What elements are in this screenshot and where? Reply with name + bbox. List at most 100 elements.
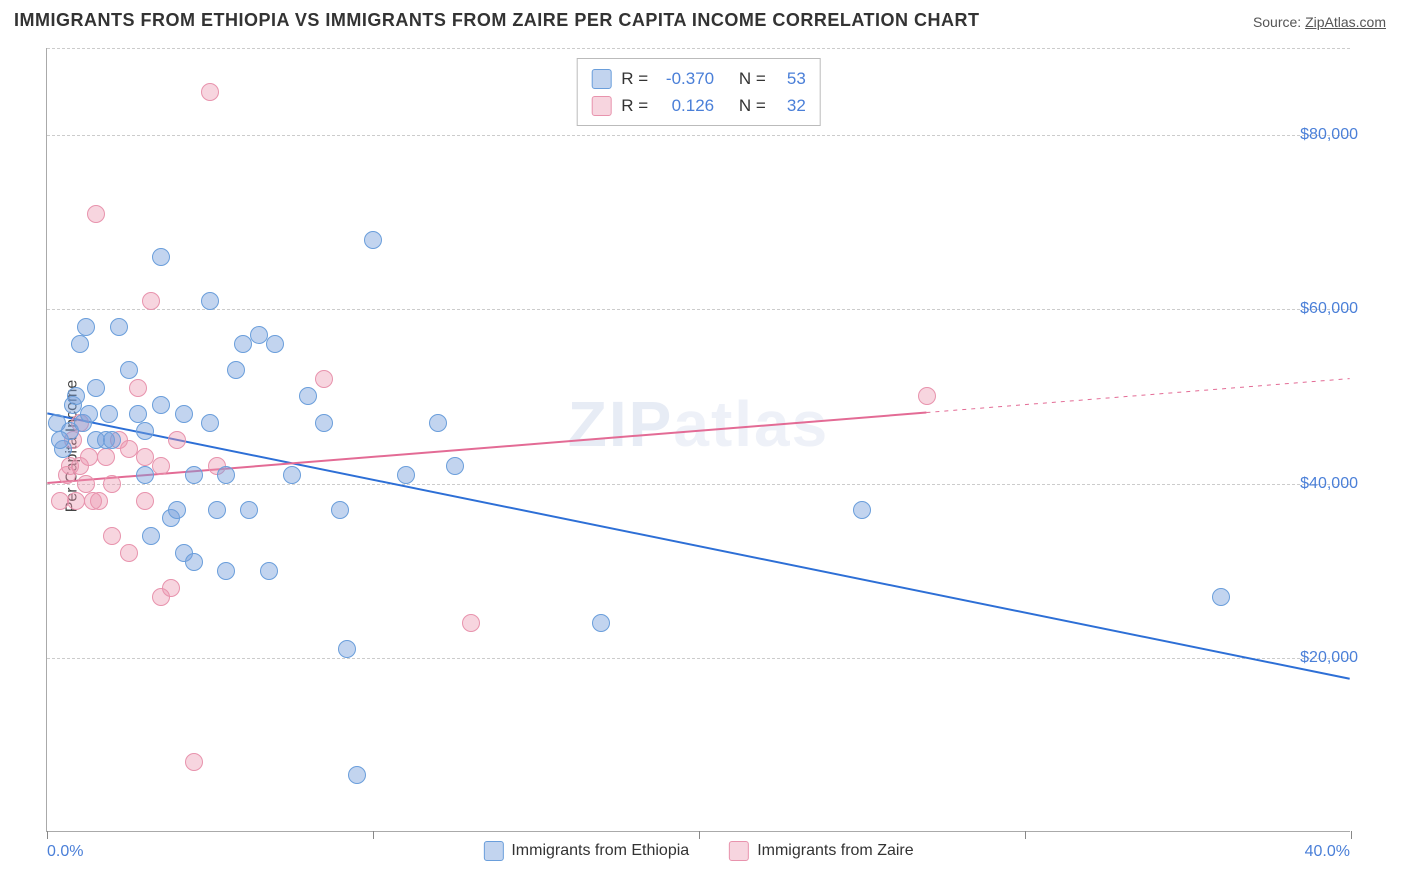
regression-line: [47, 413, 1349, 678]
point-ethiopia: [201, 414, 219, 432]
source-attribution: Source: ZipAtlas.com: [1253, 14, 1386, 30]
chart-title: IMMIGRANTS FROM ETHIOPIA VS IMMIGRANTS F…: [14, 10, 979, 31]
point-ethiopia: [185, 466, 203, 484]
point-zaire: [918, 387, 936, 405]
point-ethiopia: [77, 318, 95, 336]
point-ethiopia: [1212, 588, 1230, 606]
point-ethiopia: [152, 396, 170, 414]
point-zaire: [103, 527, 121, 545]
point-ethiopia: [283, 466, 301, 484]
point-zaire: [136, 448, 154, 466]
point-ethiopia: [853, 501, 871, 519]
point-ethiopia: [80, 405, 98, 423]
stats-legend-box: R = -0.370 N = 53 R = 0.126 N = 32: [576, 58, 821, 126]
point-ethiopia: [250, 326, 268, 344]
point-ethiopia: [142, 527, 160, 545]
point-zaire: [120, 544, 138, 562]
point-zaire: [51, 492, 69, 510]
stats-row-ethiopia: R = -0.370 N = 53: [591, 65, 806, 92]
point-ethiopia: [299, 387, 317, 405]
point-zaire: [162, 579, 180, 597]
stats-n-prefix: N =: [739, 65, 766, 92]
point-zaire: [103, 475, 121, 493]
stats-n-zaire: 32: [776, 92, 806, 119]
point-zaire: [185, 753, 203, 771]
point-ethiopia: [136, 466, 154, 484]
xtick-label-left: 0.0%: [47, 843, 83, 861]
point-ethiopia: [51, 431, 69, 449]
regression-lines-layer: [47, 48, 1350, 831]
point-zaire: [97, 448, 115, 466]
point-zaire: [315, 370, 333, 388]
point-ethiopia: [266, 335, 284, 353]
point-ethiopia: [87, 379, 105, 397]
point-ethiopia: [67, 387, 85, 405]
point-ethiopia: [152, 248, 170, 266]
point-ethiopia: [217, 466, 235, 484]
stats-r-prefix: R =: [621, 65, 648, 92]
point-ethiopia: [201, 292, 219, 310]
point-ethiopia: [592, 614, 610, 632]
point-ethiopia: [364, 231, 382, 249]
swatch-ethiopia: [591, 69, 611, 89]
stats-r-prefix-2: R =: [621, 92, 648, 119]
point-ethiopia: [234, 335, 252, 353]
point-zaire: [80, 448, 98, 466]
point-ethiopia: [227, 361, 245, 379]
point-zaire: [462, 614, 480, 632]
point-zaire: [201, 83, 219, 101]
point-ethiopia: [71, 335, 89, 353]
xtick-mark: [1025, 831, 1026, 839]
point-ethiopia: [338, 640, 356, 658]
swatch-zaire-bottom: [729, 841, 749, 861]
point-ethiopia: [110, 318, 128, 336]
point-ethiopia: [260, 562, 278, 580]
xtick-label-right: 40.0%: [1305, 843, 1350, 861]
point-zaire: [77, 475, 95, 493]
point-ethiopia: [208, 501, 226, 519]
swatch-ethiopia-bottom: [483, 841, 503, 861]
xtick-mark: [373, 831, 374, 839]
point-ethiopia: [331, 501, 349, 519]
chart-container: IMMIGRANTS FROM ETHIOPIA VS IMMIGRANTS F…: [0, 0, 1406, 892]
legend-item-ethiopia: Immigrants from Ethiopia: [483, 841, 689, 861]
stats-n-ethiopia: 53: [776, 65, 806, 92]
point-zaire: [67, 492, 85, 510]
legend-item-zaire: Immigrants from Zaire: [729, 841, 913, 861]
point-zaire: [87, 205, 105, 223]
point-ethiopia: [446, 457, 464, 475]
point-zaire: [129, 379, 147, 397]
point-ethiopia: [120, 361, 138, 379]
point-zaire: [84, 492, 102, 510]
legend-label-ethiopia: Immigrants from Ethiopia: [511, 842, 689, 860]
stats-r-ethiopia: -0.370: [658, 65, 714, 92]
point-ethiopia: [175, 405, 193, 423]
xtick-mark: [47, 831, 48, 839]
point-ethiopia: [103, 431, 121, 449]
legend-label-zaire: Immigrants from Zaire: [757, 842, 913, 860]
xtick-mark: [1351, 831, 1352, 839]
point-ethiopia: [429, 414, 447, 432]
point-zaire: [168, 431, 186, 449]
point-zaire: [136, 492, 154, 510]
stats-r-zaire: 0.126: [658, 92, 714, 119]
regression-line-extrapolated: [926, 379, 1349, 413]
point-ethiopia: [217, 562, 235, 580]
point-ethiopia: [136, 422, 154, 440]
swatch-zaire: [591, 96, 611, 116]
point-ethiopia: [240, 501, 258, 519]
point-zaire: [120, 440, 138, 458]
point-ethiopia: [185, 553, 203, 571]
source-link[interactable]: ZipAtlas.com: [1305, 14, 1386, 30]
point-ethiopia: [315, 414, 333, 432]
point-ethiopia: [397, 466, 415, 484]
point-zaire: [142, 292, 160, 310]
source-prefix: Source:: [1253, 14, 1305, 30]
bottom-legend: Immigrants from Ethiopia Immigrants from…: [483, 841, 913, 861]
xtick-mark: [699, 831, 700, 839]
plot-area: ZIPatlas $20,000$40,000$60,000$80,000 R …: [46, 48, 1350, 832]
stats-n-prefix-2: N =: [739, 92, 766, 119]
point-ethiopia: [129, 405, 147, 423]
stats-row-zaire: R = 0.126 N = 32: [591, 92, 806, 119]
point-ethiopia: [348, 766, 366, 784]
